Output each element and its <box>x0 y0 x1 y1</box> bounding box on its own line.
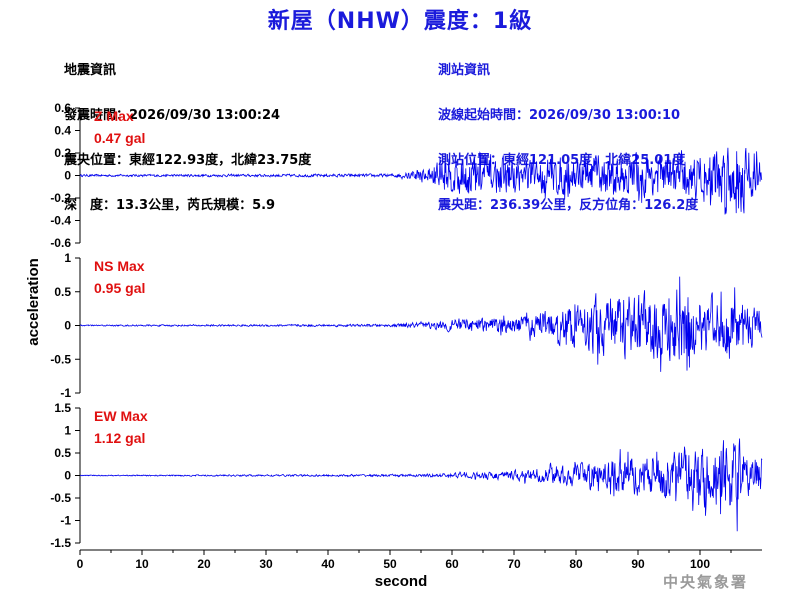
max-label-ew: EW Max <box>94 408 148 424</box>
station-info-heading: 測站資訊 <box>438 63 491 78</box>
epicentral-distance: 震央距：236.39公里，反方位角：126.2度 <box>438 198 699 213</box>
station-location: 測站位置：東經121.05度，北緯25.01度 <box>438 153 686 168</box>
y-tick-label: -0.2 <box>50 191 71 205</box>
x-tick-label: 70 <box>507 557 521 571</box>
waveform-z <box>79 147 763 215</box>
y-tick-label: 1 <box>64 424 71 438</box>
x-tick-label: 100 <box>690 557 710 571</box>
x-tick-label: 10 <box>135 557 149 571</box>
page-title: 新屋（NHW）震度：1級 <box>267 9 533 34</box>
y-tick-label: 0 <box>64 469 71 483</box>
wave-start-time: 波線起始時間：2026/09/30 13:00:10 <box>438 108 681 123</box>
x-axis-label: second <box>375 573 428 590</box>
max-value-ns: 0.95 gal <box>94 280 145 296</box>
max-label-z: Z Max <box>94 108 134 124</box>
x-tick-label: 60 <box>445 557 459 571</box>
epicenter-location: 震央位置：東經122.93度，北緯23.75度 <box>64 153 312 168</box>
y-tick-label: -1.5 <box>50 536 71 550</box>
x-tick-label: 30 <box>259 557 273 571</box>
max-value-ew: 1.12 gal <box>94 430 145 446</box>
y-tick-label: -1 <box>60 514 71 528</box>
y-tick-label: 0.5 <box>54 285 71 299</box>
y-tick-label: 1 <box>64 251 71 265</box>
station-info: 測站資訊 波線起始時間：2026/09/30 13:00:10 測站位置：東經1… <box>438 33 698 228</box>
waveform-ns <box>79 276 763 372</box>
y-tick-label: 0.2 <box>54 146 71 160</box>
origin-time: 發震時間：2026/09/30 13:00:24 <box>64 108 281 123</box>
x-tick-label: 0 <box>77 557 84 571</box>
y-tick-label: -0.4 <box>50 214 71 228</box>
y-tick-label: -0.5 <box>50 352 71 366</box>
x-tick-label: 50 <box>383 557 397 571</box>
y-tick-label: 1.5 <box>54 401 71 415</box>
y-axis-label: acceleration <box>25 258 42 346</box>
waveform-ew <box>80 438 763 532</box>
y-tick-label: -1 <box>60 386 71 400</box>
y-tick-label: -0.6 <box>50 236 71 250</box>
max-value-z: 0.47 gal <box>94 130 145 146</box>
y-tick-label: 0.6 <box>54 101 71 115</box>
x-tick-label: 80 <box>569 557 583 571</box>
y-tick-label: -0.5 <box>50 491 71 505</box>
agency-watermark: 中央氣象署 <box>662 573 748 591</box>
y-tick-label: 0 <box>64 169 71 183</box>
x-tick-label: 20 <box>197 557 211 571</box>
earthquake-info-heading: 地震資訊 <box>64 63 117 78</box>
depth-magnitude: 深 度：13.3公里，芮氏規模：5.9 <box>64 198 276 213</box>
y-tick-label: 0.4 <box>54 124 71 138</box>
max-label-ns: NS Max <box>94 258 145 274</box>
x-tick-label: 90 <box>631 557 645 571</box>
y-tick-label: 0.5 <box>54 446 71 460</box>
earthquake-info: 地震資訊 發震時間：2026/09/30 13:00:24 震央位置：東經122… <box>64 33 311 228</box>
y-tick-label: 0 <box>64 319 71 333</box>
x-tick-label: 40 <box>321 557 335 571</box>
